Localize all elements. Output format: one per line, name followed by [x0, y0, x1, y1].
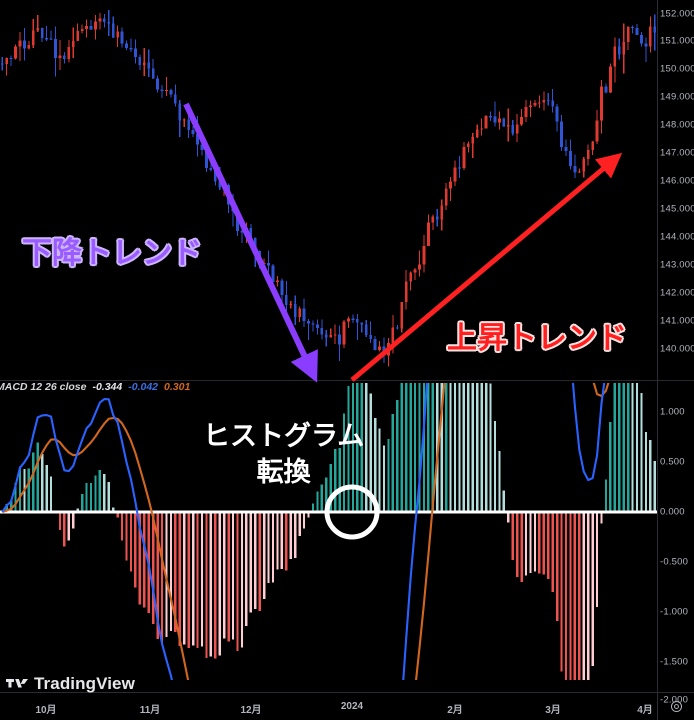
price-tick-3: 149.000 [660, 91, 694, 103]
histogram-reversal-label: ヒストグラム 転換 [203, 418, 364, 491]
price-tick-10: 142.000 [660, 287, 694, 299]
price-tick-7: 145.000 [660, 203, 694, 215]
macd-tick-3: -0.500 [660, 556, 689, 568]
macd-tick-2: 0.000 [660, 506, 685, 518]
histogram-reversal-circle [324, 484, 380, 540]
macd-legend[interactable]: MACD 12 26 close -0.344 -0.042 0.301 [0, 381, 190, 393]
macd-tick-0: 1.000 [660, 406, 685, 418]
time-tick-5: 3月 [545, 705, 561, 716]
price-tick-9: 143.000 [660, 259, 694, 271]
price-tick-11: 141.000 [660, 315, 694, 327]
downtrend-label: 下降トレンド [22, 237, 202, 270]
tradingview-mark-icon [6, 678, 28, 688]
time-scale[interactable]: 10月 11月 12月 2024 2月 3月 4月 [0, 692, 694, 720]
time-tick-3: 2024 [340, 701, 364, 712]
time-tick-2: 12月 [240, 705, 262, 716]
macd-tick-5: -1.500 [660, 656, 689, 668]
macd-legend-title: MACD 12 26 close [0, 381, 87, 393]
tradingview-logo[interactable]: TradingView [6, 674, 135, 694]
price-tick-1: 151.000 [660, 35, 694, 47]
macd-line [1, 383, 606, 680]
price-tick-4: 148.000 [660, 119, 694, 131]
tradingview-wordmark: TradingView [34, 674, 135, 693]
macd-legend-value: -0.344 [92, 381, 123, 393]
target-icon [670, 700, 683, 713]
price-scale[interactable]: 152.000 151.000 150.000 149.000 148.000 … [657, 0, 694, 380]
histogram-label-line1: ヒストグラム [203, 421, 365, 451]
macd-tick-6: -2.000 [660, 694, 689, 706]
macd-signal-line [1, 383, 610, 680]
macd-svg [0, 383, 657, 680]
pane-divider[interactable] [0, 380, 694, 381]
time-tick-0: 10月 [35, 705, 57, 716]
price-tick-2: 150.000 [660, 63, 694, 75]
hist-legend-value: 0.301 [164, 381, 191, 393]
time-tick-6: 4月 [637, 705, 653, 716]
crosshair-mode-button[interactable] [657, 693, 694, 720]
price-tick-6: 146.000 [660, 175, 694, 187]
macd-tick-1: 0.500 [660, 456, 685, 468]
macd-indicator-pane[interactable] [0, 383, 657, 680]
macd-scale[interactable]: 1.000 0.500 0.000 -0.500 -1.000 -1.500 [657, 383, 694, 680]
price-tick-5: 147.000 [660, 147, 694, 159]
axis-separator [657, 0, 658, 692]
price-tick-8: 144.000 [660, 231, 694, 243]
macd-tick-4: -1.000 [660, 606, 689, 618]
price-tick-12: 140.000 [660, 343, 694, 355]
signal-legend-value: -0.042 [128, 381, 159, 393]
time-tick-4: 2月 [447, 705, 463, 716]
histogram-label-line2: 転換 [256, 457, 311, 488]
price-tick-0: 152.000 [660, 8, 694, 20]
uptrend-label: 上昇トレンド [447, 322, 627, 355]
time-tick-1: 11月 [139, 705, 161, 716]
